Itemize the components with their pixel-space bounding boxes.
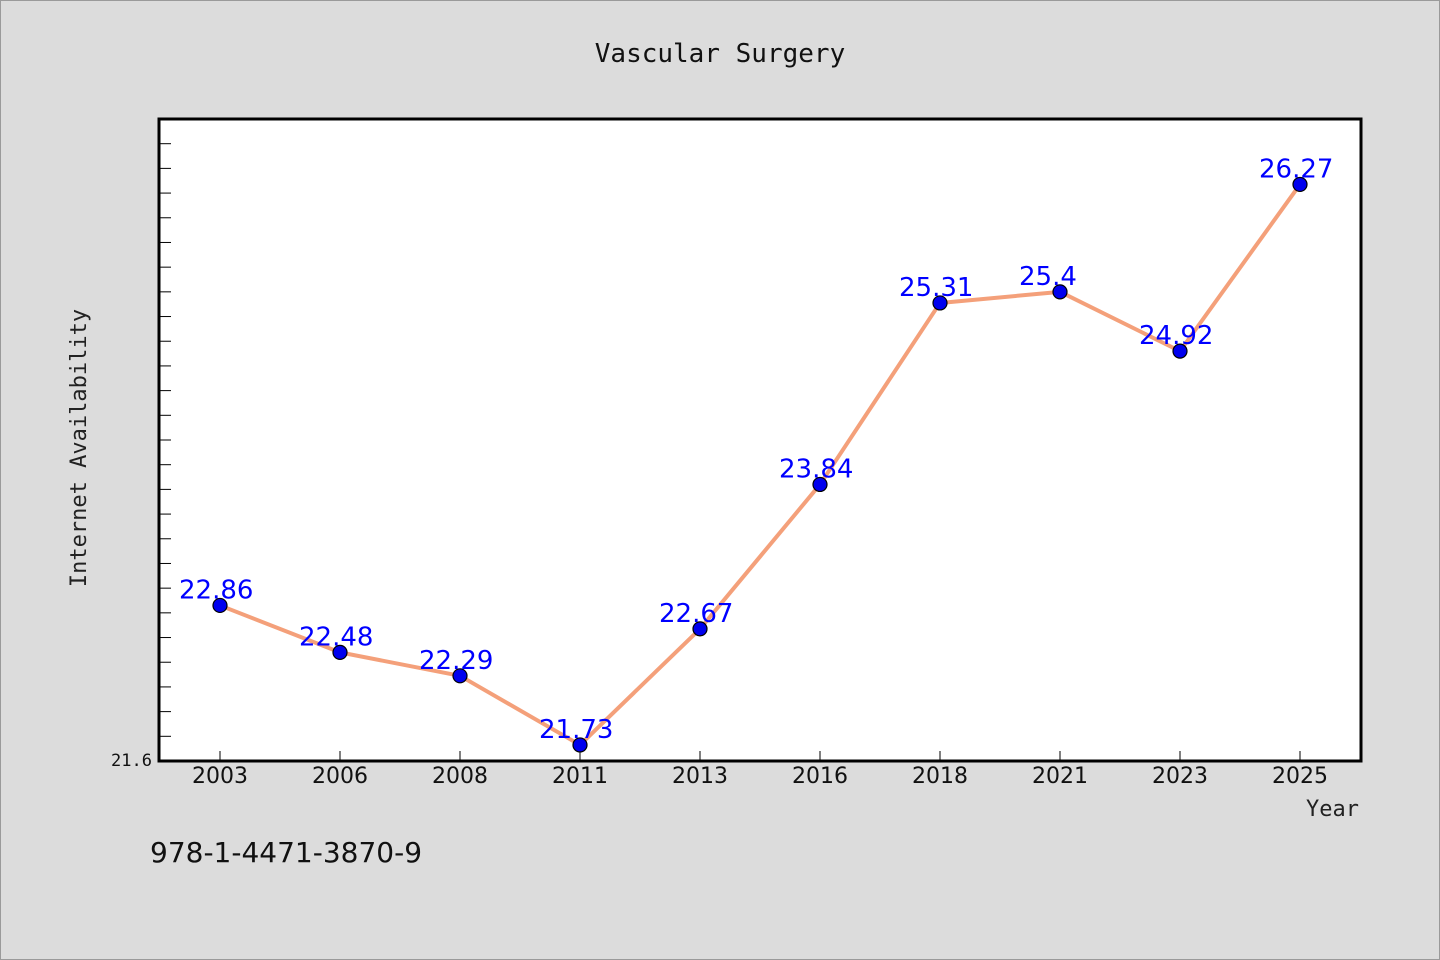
x-tick-label: 2006 <box>312 764 368 789</box>
y-tick-label: 21.6 <box>111 751 152 771</box>
x-tick-label: 2003 <box>192 764 248 789</box>
y-axis-label: Internet Availability <box>67 309 92 587</box>
data-label: 21.73 <box>539 715 613 745</box>
x-tick-label: 2023 <box>1152 764 1208 789</box>
y-axis-ticks <box>159 143 171 737</box>
x-tick-label: 2013 <box>672 764 728 789</box>
x-axis-label: Year <box>1306 797 1359 822</box>
data-point <box>932 295 948 311</box>
data-point <box>452 668 468 684</box>
data-point <box>692 621 708 637</box>
data-point <box>572 737 588 753</box>
data-label: 24.92 <box>1139 321 1213 351</box>
isbn-text: 978-1-4471-3870-9 <box>150 836 422 869</box>
x-tick-label: 2021 <box>1032 764 1088 789</box>
data-label: 22.29 <box>419 646 493 676</box>
data-label: 25.31 <box>899 273 973 303</box>
data-label: 22.48 <box>299 622 373 652</box>
data-labels: 22.86 22.48 22.29 21.73 22.67 23.84 25.31 25.4 2… <box>179 154 1333 745</box>
x-tick-labels: 2003 2006 2008 2011 2013 2016 2018 2021 2023 2025 <box>192 764 1328 789</box>
series-line <box>218 182 1302 747</box>
x-tick-label: 2025 <box>1272 764 1328 789</box>
data-point <box>212 597 228 614</box>
data-point <box>1292 176 1308 193</box>
x-tick-label: 2016 <box>792 764 848 789</box>
data-label: 22.67 <box>659 599 733 629</box>
chart-title: Vascular Surgery <box>595 39 845 69</box>
x-tick-label: 2011 <box>552 764 608 789</box>
data-point <box>1172 343 1188 359</box>
plot-area <box>157 117 1363 763</box>
data-label: 26.27 <box>1259 154 1333 184</box>
data-label: 23.84 <box>779 454 853 484</box>
x-tick-label: 2008 <box>432 764 488 789</box>
x-tick-label: 2018 <box>912 764 968 789</box>
data-label: 22.86 <box>179 575 253 605</box>
data-point <box>1052 284 1068 300</box>
data-label: 25.4 <box>1019 262 1077 292</box>
data-point <box>812 476 828 493</box>
data-point <box>332 644 348 660</box>
series-layer <box>212 176 1308 753</box>
x-axis-ticks <box>219 751 1301 761</box>
